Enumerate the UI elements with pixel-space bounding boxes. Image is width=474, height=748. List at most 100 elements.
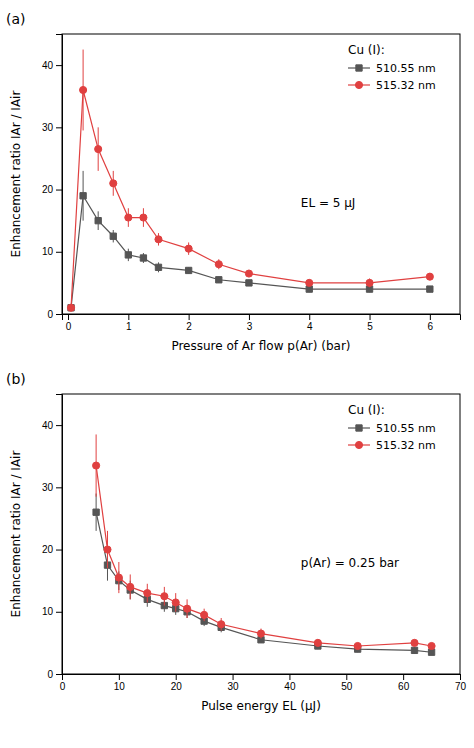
series: [93, 494, 435, 656]
marker: [411, 639, 418, 646]
legend-item: 510.55 nm: [348, 422, 436, 435]
marker: [125, 252, 131, 258]
x-tick: 10: [114, 674, 126, 692]
series-line: [71, 90, 430, 308]
x-tick-mark: [309, 314, 310, 320]
y-tick: 10: [42, 246, 62, 257]
y-tick-label: 0: [47, 669, 53, 680]
marker: [140, 214, 147, 221]
x-tick: 6: [428, 314, 434, 332]
y-tick-label: 30: [42, 482, 54, 493]
marker: [306, 279, 313, 286]
x-tick-label: 0: [60, 681, 66, 692]
x-tick-label: 30: [228, 681, 240, 692]
y-tick: 30: [42, 122, 62, 133]
legend-swatch-marker: [355, 81, 362, 88]
x-tick: 3: [247, 314, 253, 332]
series-line: [96, 512, 431, 652]
y-tick-label: 20: [42, 544, 54, 555]
legend-title: Cu (I):: [348, 403, 385, 417]
y-tick: 30: [42, 482, 62, 493]
y-tick-mark: [56, 487, 62, 488]
x-tick: 40: [284, 674, 296, 692]
x-tick-label: 3: [247, 321, 253, 332]
y-tick-label: 0: [47, 309, 53, 320]
marker: [110, 180, 117, 187]
figure: 0123456010203040Pressure of Ar flow p(Ar…: [0, 0, 474, 748]
y-tick-mark: [56, 425, 62, 426]
marker: [125, 214, 132, 221]
x-tick-mark: [189, 314, 190, 320]
legend: Cu (I):510.55 nm515.32 nm: [348, 43, 436, 92]
legend-item: 515.32 nm: [348, 439, 436, 452]
y-tick-label: 40: [42, 420, 54, 431]
marker: [115, 574, 122, 581]
x-axis: 0123456: [63, 314, 461, 332]
y-tick-mark: [56, 550, 62, 551]
legend-item: 510.55 nm: [348, 62, 436, 75]
x-axis-title: Pressure of Ar flow p(Ar) (bar): [171, 339, 350, 353]
y-axis-line: [56, 395, 63, 675]
x-tick-label: 0: [66, 321, 72, 332]
marker: [67, 304, 74, 311]
x-tick-mark: [233, 674, 234, 680]
x-tick: 50: [341, 674, 353, 692]
marker: [185, 267, 191, 273]
y-tick: 20: [42, 544, 62, 555]
legend-label: 510.55 nm: [376, 62, 436, 75]
y-tick-mark: [56, 127, 62, 128]
y-tick-mark: [56, 612, 62, 613]
plot-frame: [62, 394, 460, 674]
x-tick: 0: [60, 674, 66, 692]
x-tick-label: 4: [307, 321, 313, 332]
marker: [155, 264, 161, 270]
panel-title: (a): [6, 11, 26, 27]
y-tick-mark: [56, 190, 62, 191]
y-tick: 40: [42, 60, 62, 71]
y-tick-mark: [56, 674, 62, 675]
marker: [185, 245, 192, 252]
x-tick-label: 10: [114, 681, 126, 692]
x-tick-mark: [289, 674, 290, 680]
x-axis-title: Pulse energy EL (μJ): [201, 699, 321, 713]
x-tick-label: 70: [455, 681, 467, 692]
marker: [93, 509, 99, 515]
series-line: [71, 196, 430, 308]
legend-swatch-marker: [356, 65, 362, 71]
y-axis: 0 10 20 30 40: [42, 35, 63, 320]
marker: [257, 630, 264, 637]
legend-swatch-marker: [356, 425, 362, 431]
y-tick: 0: [47, 669, 62, 680]
x-tick: 60: [398, 674, 410, 692]
marker: [426, 273, 433, 280]
x-tick-mark: [119, 674, 120, 680]
y-tick: 10: [42, 606, 62, 617]
marker: [80, 86, 87, 93]
y-axis: 0 10 20 30 40: [42, 395, 63, 680]
marker: [245, 270, 252, 277]
legend-swatch-marker: [355, 441, 362, 448]
x-tick-mark: [249, 314, 250, 320]
marker: [140, 255, 146, 261]
marker: [201, 611, 208, 618]
x-tick-mark: [403, 674, 404, 680]
annotation: p(Ar) = 0.25 bar: [301, 556, 399, 570]
x-tick-label: 2: [186, 321, 192, 332]
marker: [354, 642, 361, 649]
x-tick-mark: [346, 674, 347, 680]
y-tick-mark: [56, 314, 62, 315]
x-axis: 010203040506070: [60, 674, 467, 692]
annotation: EL = 5 μJ: [301, 196, 356, 210]
marker: [314, 639, 321, 646]
marker: [215, 261, 222, 268]
y-tick: 20: [42, 184, 62, 195]
marker: [216, 277, 222, 283]
marker: [172, 599, 179, 606]
x-tick: 2: [186, 314, 192, 332]
x-axis-line: [63, 675, 461, 681]
plot-frame: [62, 34, 460, 314]
marker: [110, 233, 116, 239]
legend-label: 515.32 nm: [376, 79, 436, 92]
x-tick-label: 5: [367, 321, 373, 332]
y-tick-mark: [56, 252, 62, 253]
